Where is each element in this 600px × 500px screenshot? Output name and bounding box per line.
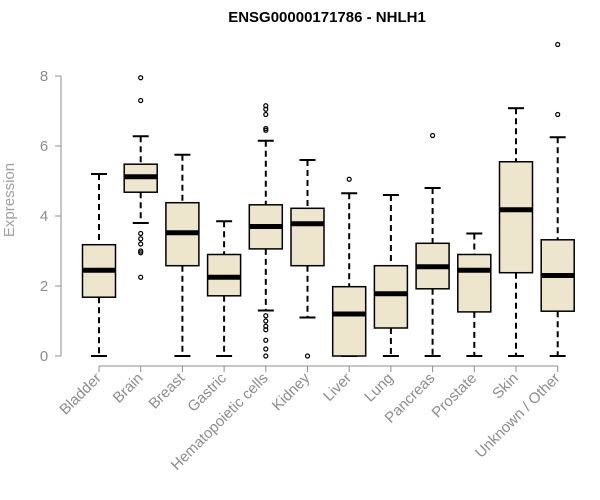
outlier-point bbox=[138, 230, 144, 237]
iqr-box bbox=[373, 264, 409, 329]
outlier-point bbox=[263, 127, 269, 133]
x-tick-label: Liver bbox=[320, 370, 355, 405]
iqr-box bbox=[290, 207, 325, 267]
box-skin bbox=[498, 107, 534, 357]
x-tick-label: Kidney bbox=[269, 369, 314, 414]
outlier-point bbox=[263, 125, 269, 132]
box-hematopoietic-cells bbox=[248, 103, 284, 359]
y-tick-label: 6 bbox=[40, 138, 48, 155]
y-tick-label: 2 bbox=[40, 278, 48, 295]
x-tick-label: Skin bbox=[489, 370, 522, 403]
outlier-point bbox=[263, 346, 269, 352]
outlier-point bbox=[138, 250, 144, 256]
iqr-box bbox=[498, 161, 534, 274]
outlier-point bbox=[263, 353, 269, 359]
outlier-point bbox=[263, 318, 269, 324]
iqr-box bbox=[331, 285, 367, 357]
y-axis: 0 2 4 6 8 bbox=[40, 68, 62, 365]
box-pancreas bbox=[415, 132, 450, 357]
outlier-point bbox=[138, 241, 144, 247]
box-kidney bbox=[290, 159, 325, 359]
outlier-point bbox=[263, 337, 269, 343]
box-unknown-other bbox=[540, 41, 575, 357]
outlier-point bbox=[138, 236, 144, 242]
outlier-point bbox=[263, 313, 269, 319]
outlier-point bbox=[346, 176, 352, 182]
outlier-point bbox=[555, 111, 561, 118]
box-group bbox=[81, 41, 575, 359]
box-brain bbox=[123, 75, 158, 280]
x-tick-label: Bladder bbox=[56, 370, 105, 419]
x-tick-label: Brain bbox=[110, 370, 147, 407]
x-tick-label: Lung bbox=[361, 370, 397, 406]
outlier-point bbox=[555, 41, 561, 48]
y-tick-label: 4 bbox=[40, 208, 48, 225]
box-gastric bbox=[206, 220, 242, 357]
y-axis-label: Expression bbox=[1, 163, 18, 237]
box-liver bbox=[331, 176, 367, 357]
box-bladder bbox=[81, 173, 117, 357]
outlier-point bbox=[263, 327, 269, 333]
outlier-point bbox=[263, 111, 269, 118]
box-prostate bbox=[457, 232, 492, 357]
outlier-point bbox=[430, 132, 436, 139]
outlier-point bbox=[263, 106, 269, 112]
x-tick-label: Breast bbox=[146, 369, 189, 412]
y-tick-label: 8 bbox=[40, 68, 48, 85]
iqr-box bbox=[457, 253, 492, 313]
outlier-point bbox=[138, 75, 144, 81]
outlier-point bbox=[138, 248, 144, 254]
outlier-point bbox=[304, 353, 311, 359]
y-tick-label: 0 bbox=[40, 348, 48, 365]
box-lung bbox=[373, 194, 409, 357]
chart-title: ENSG00000171786 - NHLH1 bbox=[228, 9, 426, 26]
x-tick-label: Prostate bbox=[429, 370, 481, 422]
box-breast bbox=[165, 153, 200, 357]
outlier-point bbox=[138, 97, 144, 104]
outlier-point bbox=[138, 274, 144, 280]
